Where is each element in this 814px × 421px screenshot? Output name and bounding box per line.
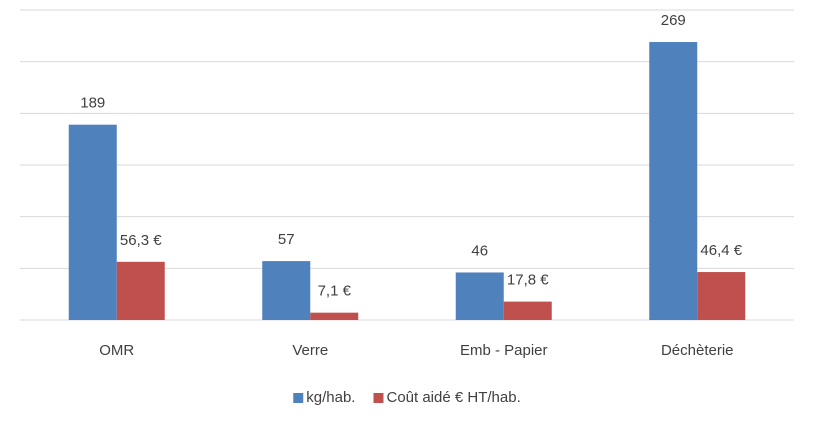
x-tick-label: Déchèterie xyxy=(661,342,734,359)
data-label: 269 xyxy=(661,12,686,29)
bar xyxy=(116,261,165,320)
data-label: 56,3 € xyxy=(120,232,162,249)
data-label: 7,1 € xyxy=(318,283,352,300)
bar xyxy=(697,272,746,320)
bar xyxy=(262,261,311,320)
x-tick-label: Emb - Papier xyxy=(460,342,548,359)
bar xyxy=(503,301,552,320)
x-tick-label: Verre xyxy=(292,342,328,359)
legend-swatch xyxy=(373,393,384,403)
bar xyxy=(455,272,504,320)
data-label: 189 xyxy=(80,95,105,112)
bar xyxy=(68,124,117,320)
legend-label: kg/hab. xyxy=(306,389,355,406)
data-label: 46,4 € xyxy=(700,242,742,259)
x-tick-label: OMR xyxy=(99,342,134,359)
bar xyxy=(310,312,359,320)
legend-label: Coût aidé € HT/hab. xyxy=(386,389,520,406)
legend-swatch xyxy=(293,393,304,403)
data-label: 17,8 € xyxy=(507,272,549,289)
bar xyxy=(649,42,698,321)
data-label: 46 xyxy=(471,242,488,259)
data-label: 57 xyxy=(278,231,295,248)
